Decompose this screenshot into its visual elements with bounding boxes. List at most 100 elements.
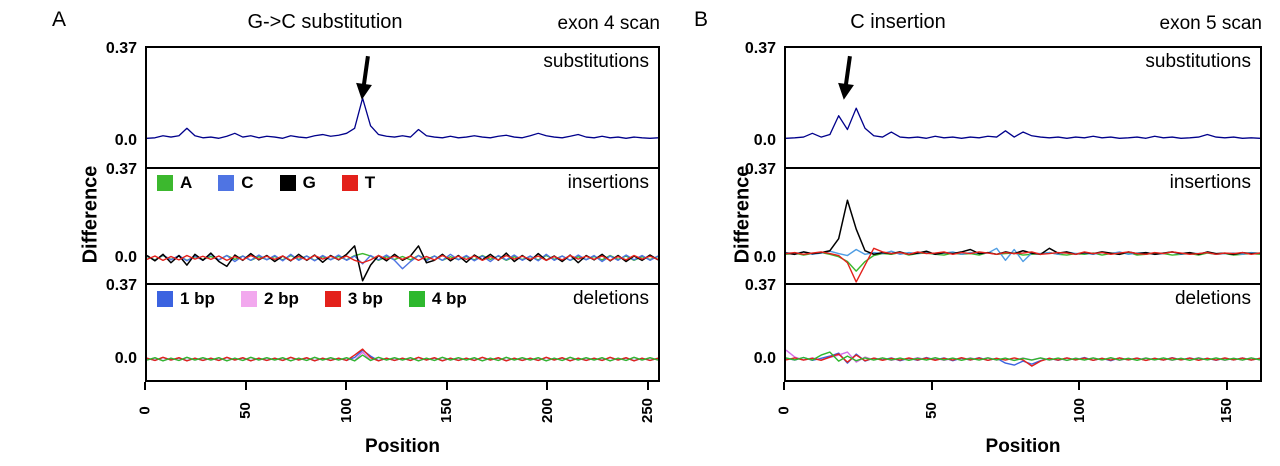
x-tick-mark [1078, 382, 1081, 390]
legend-item-2-bp: 2 bp [240, 289, 299, 309]
x-tick-label: 100 [337, 397, 355, 423]
legend-item-1-bp: 1 bp [157, 289, 215, 309]
panel-b-x-axis-title: Position [985, 436, 1061, 457]
legend-swatch [240, 291, 257, 307]
legend-swatch [324, 291, 341, 307]
legend-label: 1 bp [180, 289, 215, 308]
x-tick-label: 50 [923, 401, 940, 419]
subplot-label-substitutions: substitutions [543, 51, 649, 72]
y-tick-zero-label: 0.0 [753, 248, 776, 266]
subplot-label-deletions: deletions [572, 288, 649, 309]
subplot-label-deletions: deletions [1174, 288, 1251, 309]
series-deletion-4bp [786, 352, 1260, 361]
panel-b-title: C insertion [850, 11, 946, 33]
panel-a-deletions-plot: 0.37 0.0 1 bp 2 bp 3 bp 4 bp deletions [106, 277, 660, 382]
deletions-legend: 1 bp 2 bp 3 bp 4 bp [157, 289, 467, 309]
y-tick-zero-label: 0.0 [114, 131, 137, 149]
panel-b-charts: 0.37 0.0 substitutions 0.37 0.0 insertio… [745, 40, 1262, 382]
y-tick-zero-label: 0.0 [753, 350, 776, 368]
series-deletion-4bp [147, 355, 658, 361]
series-insertion-T [786, 248, 1260, 282]
legend-swatch [218, 175, 235, 191]
panel-b-x-axis: 0 50 100 150 [776, 382, 1262, 434]
subplot-label-insertions: insertions [567, 172, 649, 193]
panel-a-charts: 0.37 0.0 substitutions 0.37 0.0 A C G T ins… [106, 40, 660, 382]
series-insertion-G [147, 246, 658, 281]
series-insertion-G [786, 200, 1260, 254]
insertions-chart [147, 169, 658, 283]
legend-item-c: C [218, 173, 254, 193]
legend-item-a: A [157, 173, 192, 193]
legend-item-g: G [279, 173, 316, 193]
panel-a-title: G->C substitution [247, 11, 403, 33]
x-tick-mark [646, 382, 649, 390]
panel-b-y-axis-title: Difference [730, 46, 756, 382]
y-tick-max-label: 0.37 [744, 277, 776, 294]
peak-arrow-icon [838, 55, 855, 100]
y-tick-max-label: 0.37 [105, 161, 137, 178]
deletions-chart [147, 285, 658, 380]
y-tick-max-label: 0.37 [105, 277, 137, 294]
legend-swatch [279, 175, 296, 191]
legend-swatch [157, 175, 173, 191]
x-tick-mark [144, 382, 146, 390]
x-tick-label: 0 [136, 405, 154, 415]
x-tick-mark [445, 382, 448, 390]
panel-b: B C insertion exon 5 scan Difference 0.3… [672, 0, 1280, 466]
peak-arrow-icon [355, 55, 372, 100]
legend-label: 2 bp [263, 289, 299, 308]
panel-b-deletions-plot: 0.37 0.0 deletions [745, 277, 1262, 382]
series-substitution-difference [786, 108, 1260, 138]
y-tick-max-label: 0.37 [105, 40, 137, 57]
x-tick-label: 250 [639, 397, 657, 423]
panel-b-insertions-plot: 0.37 0.0 insertions [745, 161, 1262, 285]
x-tick-mark [244, 382, 247, 390]
panel-b-label: B [694, 8, 709, 31]
panel-a-y-axis-title: Difference [78, 46, 104, 382]
legend-label: G [302, 173, 316, 192]
series-insertion-T [147, 256, 658, 263]
legend-label: 4 bp [431, 289, 467, 308]
panel-a: A G->C substitution exon 4 scan Differen… [52, 8, 660, 457]
x-tick-label: 100 [1070, 397, 1088, 423]
y-tick-zero-label: 0.0 [114, 350, 137, 368]
legend-label: 3 bp [347, 289, 383, 308]
x-tick-label: 150 [1218, 397, 1236, 423]
subplot-label-substitutions: substitutions [1145, 51, 1251, 72]
y-tick-max-label: 0.37 [744, 161, 776, 178]
y-tick-zero-label: 0.0 [114, 248, 137, 266]
legend-swatch [157, 291, 173, 307]
legend-label: T [364, 173, 376, 192]
panel-b-scan-label: exon 5 scan [1159, 13, 1262, 34]
panel-b-substitutions-plot: 0.37 0.0 substitutions [745, 40, 1262, 169]
legend-swatch [341, 175, 358, 191]
panel-a-insertions-plot: 0.37 0.0 A C G T insertions [106, 161, 660, 285]
x-tick-label: 150 [438, 397, 456, 423]
panel-a-x-axis-title: Position [365, 436, 440, 457]
legend-swatch [408, 291, 425, 307]
deletions-chart [786, 285, 1260, 380]
legend-item-t: T [341, 173, 376, 193]
series-deletion-3bp [786, 354, 1260, 366]
legend-item-4-bp: 4 bp [408, 289, 467, 309]
x-tick-label: 0 [775, 405, 793, 415]
y-tick-max-label: 0.37 [744, 40, 776, 57]
substitutions-chart [147, 48, 658, 167]
x-tick-mark [345, 382, 348, 390]
legend-label: C [241, 173, 254, 192]
panel-a-label: A [52, 8, 67, 31]
x-tick-mark [1225, 382, 1228, 390]
series-substitution-difference [147, 98, 658, 138]
x-tick-mark [546, 382, 549, 390]
panel-a-scan-label: exon 4 scan [557, 13, 660, 34]
y-tick-zero-label: 0.0 [753, 131, 776, 149]
panel-a-x-axis: 0 50 100 150 200 250 [137, 382, 660, 434]
x-tick-label: 50 [237, 401, 255, 419]
x-tick-mark [930, 382, 933, 390]
subplot-label-insertions: insertions [1169, 172, 1251, 193]
x-tick-mark [783, 382, 785, 390]
panel-a-substitutions-plot: 0.37 0.0 substitutions [106, 40, 660, 169]
insertions-chart [786, 169, 1260, 283]
